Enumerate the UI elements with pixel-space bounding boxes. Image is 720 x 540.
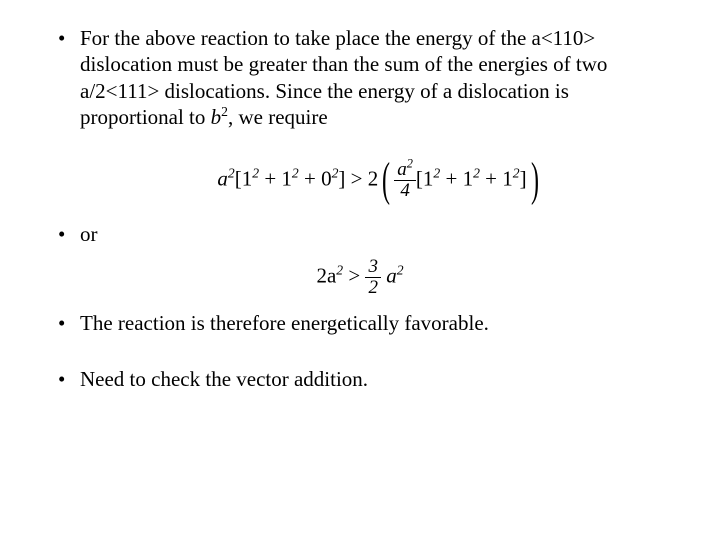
f2-frac: 32 xyxy=(365,257,381,298)
bullet-3: • The reaction is therefore energeticall… xyxy=(50,310,670,336)
f1-rb: [1 xyxy=(416,166,434,190)
f1-close: ] > 2 xyxy=(338,166,378,190)
f1-p1: + 1 xyxy=(259,166,292,190)
f1-rp1: + 1 xyxy=(440,166,473,190)
bullet-1-main: For the above reaction to take place the… xyxy=(80,26,607,129)
bullet-2-text: or xyxy=(80,221,670,247)
bullet-marker-2: • xyxy=(50,221,80,247)
bullet-4: • Need to check the vector addition. xyxy=(50,366,670,392)
f2-lhs: 2a xyxy=(316,263,336,287)
bullet-4-text: Need to check the vector addition. xyxy=(80,366,670,392)
f1-rp2: + 1 xyxy=(480,166,513,190)
f2-num: 3 xyxy=(365,257,381,278)
bullet-2: • or xyxy=(50,221,670,247)
f1-re2: 2 xyxy=(473,165,480,180)
bullet-marker-3: • xyxy=(50,310,80,336)
f1-frac: a2 4 xyxy=(394,160,416,201)
bullet-marker: • xyxy=(50,25,80,130)
bullet-marker-4: • xyxy=(50,366,80,392)
f2-gt: > xyxy=(343,263,365,287)
formula-2: 2a 2 > 32 a2 xyxy=(50,257,670,298)
f1-a-exp: 2 xyxy=(228,165,235,180)
f1-frac-num: a xyxy=(397,159,407,180)
f1-a: a xyxy=(217,166,228,190)
bullet-1-text: For the above reaction to take place the… xyxy=(80,25,670,130)
f1-re3: 2 xyxy=(513,165,520,180)
bullet-3-text: The reaction is therefore energetically … xyxy=(80,310,670,336)
f1-rclose: ] xyxy=(520,166,527,190)
bullet-1-var: b xyxy=(211,105,222,129)
f2-rexp: 2 xyxy=(397,262,404,277)
f1-frac-den: 4 xyxy=(394,181,416,201)
f2-den: 2 xyxy=(365,278,381,298)
bullet-1: • For the above reaction to take place t… xyxy=(50,25,670,130)
bullet-1-tail: , we require xyxy=(228,105,328,129)
f1-frac-num-exp: 2 xyxy=(407,157,413,171)
spacer-1 xyxy=(50,346,670,366)
bullet-1-exp: 2 xyxy=(221,104,228,119)
f1-lb: [1 xyxy=(235,166,253,190)
f1-e3: 2 xyxy=(292,165,299,180)
f1-p2: + 0 xyxy=(299,166,332,190)
formula-1: a2[12 + 12 + 02] > 2(a24[12 + 12 + 12]) xyxy=(90,160,670,201)
f2-rhs: a xyxy=(386,263,397,287)
